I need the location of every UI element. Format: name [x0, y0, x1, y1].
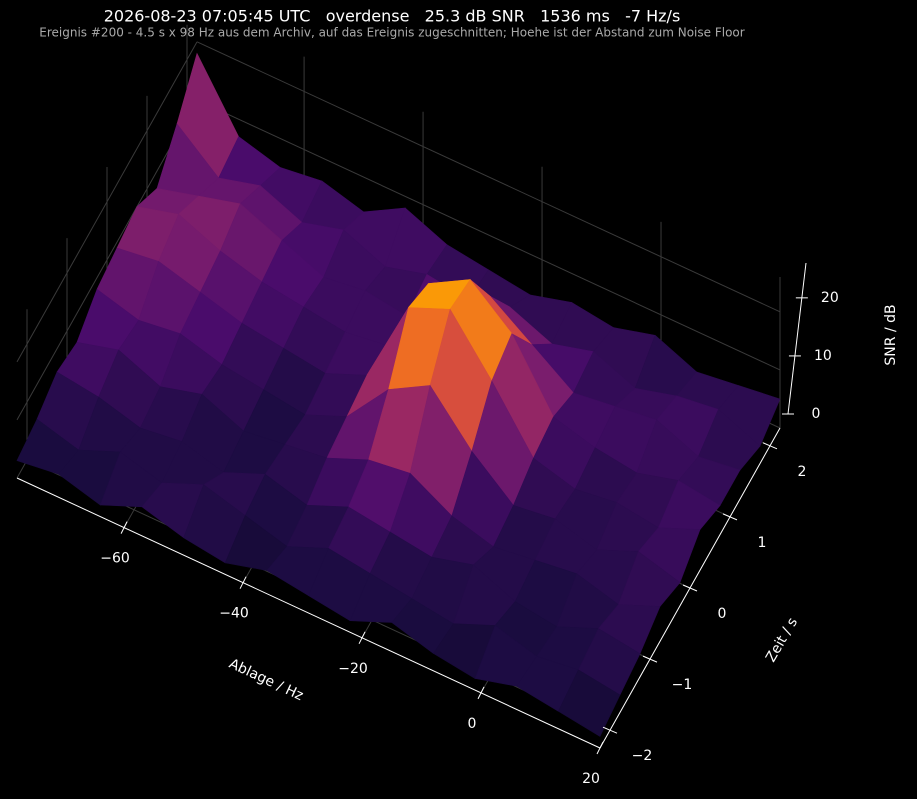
x-tick — [477, 686, 485, 700]
x-tick — [120, 521, 128, 534]
z-tick-label: 0 — [812, 406, 821, 422]
z-tick-label: 10 — [814, 348, 832, 364]
surface-cell — [558, 669, 621, 737]
x-axis-line — [16, 477, 601, 749]
z-axis-label: SNR / dB — [883, 304, 899, 365]
x-tick-label: −20 — [338, 661, 368, 677]
y-tick-label: −2 — [632, 748, 653, 764]
y-tick — [682, 584, 698, 592]
x-tick-label: 20 — [582, 771, 600, 787]
y-tick-label: −1 — [672, 677, 693, 693]
y-tick — [602, 726, 618, 734]
chart-title: 2026-08-23 07:05:45 UTC overdense 25.3 d… — [104, 7, 681, 26]
x-tick-label: 0 — [468, 716, 477, 732]
x-tick — [596, 741, 604, 755]
grid-line — [196, 41, 781, 313]
z-axis-line — [787, 262, 807, 415]
grid-line — [196, 99, 781, 371]
y-tick-label: 0 — [718, 606, 727, 622]
y-tick-label: 2 — [798, 464, 807, 480]
x-tick-label: −60 — [100, 551, 130, 567]
y-tick — [722, 513, 738, 521]
y-tick — [642, 655, 658, 663]
z-tick-label: 20 — [821, 290, 839, 306]
y-tick — [762, 442, 778, 450]
x-tick-label: −40 — [219, 606, 249, 622]
x-tick — [239, 576, 247, 589]
y-tick-label: 1 — [758, 535, 767, 551]
x-tick — [358, 631, 366, 645]
chart-subtitle: Ereignis #200 - 4.5 s x 98 Hz aus dem Ar… — [39, 26, 744, 40]
